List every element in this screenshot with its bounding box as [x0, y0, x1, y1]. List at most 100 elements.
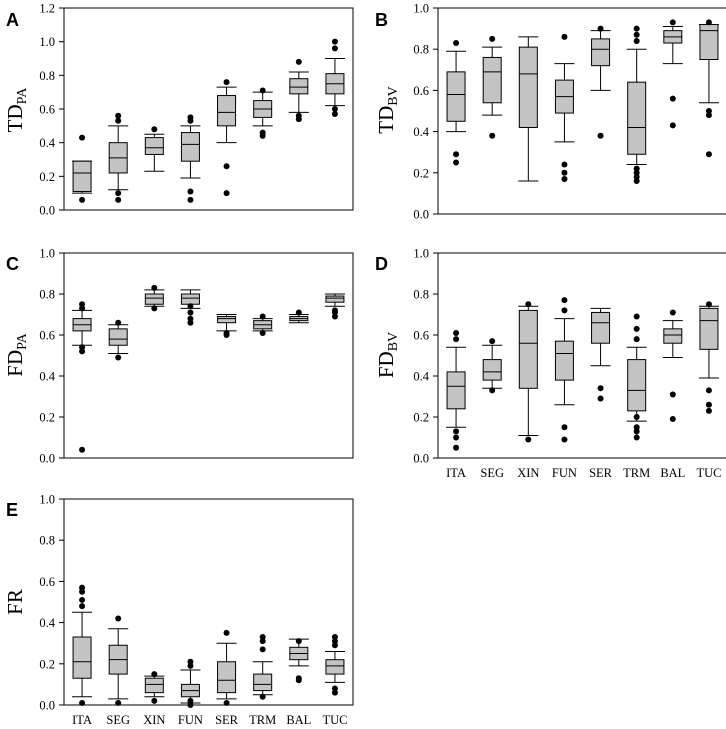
- outlier-point: [633, 178, 640, 185]
- outlier-point: [331, 38, 338, 45]
- box-fun: [554, 33, 575, 182]
- outlier-point: [115, 190, 122, 197]
- outlier-point: [259, 313, 266, 320]
- outlier-point: [597, 385, 604, 392]
- box-ita: [72, 584, 93, 706]
- outlier-point: [115, 117, 122, 124]
- y-axis-label: FR: [3, 589, 27, 615]
- panel-letter: B: [375, 10, 388, 30]
- outlier-point: [223, 163, 230, 170]
- box-tuc: [698, 19, 719, 158]
- outlier-point: [525, 301, 532, 308]
- outlier-point: [331, 689, 338, 696]
- outlier-point: [187, 114, 194, 121]
- outlier-point: [79, 305, 86, 312]
- outlier-point: [561, 33, 568, 40]
- iqr-box: [699, 23, 719, 60]
- outlier-point: [187, 303, 194, 310]
- y-axis-label: FDPA: [3, 332, 30, 376]
- outlier-point: [187, 196, 194, 203]
- outlier-point: [705, 401, 712, 408]
- panel-A: A TDPA 0.0 0.2 0.4 0.6 0.8 1.0 1.2: [3, 2, 354, 218]
- iqr-box: [144, 137, 164, 155]
- outlier-point: [79, 344, 86, 351]
- outlier-point: [79, 584, 86, 591]
- y-tick-label: 0.4: [39, 136, 55, 150]
- outlier-point: [633, 336, 640, 343]
- outlier-point: [331, 106, 338, 112]
- x-tick-label: SER: [589, 466, 613, 480]
- panel-letter: E: [6, 500, 18, 520]
- outlier-point: [633, 434, 640, 441]
- y-tick-label: 0.8: [413, 288, 429, 302]
- y-tick-label: 0.8: [39, 534, 55, 548]
- box-ser: [216, 314, 237, 338]
- box-trm: [252, 634, 273, 700]
- outlier-point: [453, 40, 460, 47]
- panel-E: E FR 0.0 0.2 0.4 0.6 0.8 1.0 ITA SEG XIN FUN SER TRM B…: [3, 493, 354, 727]
- iqr-box: [699, 307, 719, 350]
- outlier-point: [79, 134, 86, 141]
- iqr-box: [72, 160, 92, 192]
- box-tuc: [324, 293, 345, 320]
- y-tick-label: 0.8: [413, 43, 429, 57]
- outlier-point: [669, 95, 676, 102]
- plot-frame: [63, 7, 354, 211]
- y-tick-label: 0.6: [39, 329, 55, 343]
- iqr-box: [627, 359, 647, 412]
- box-bal: [288, 58, 309, 123]
- y-tick-label: 1.0: [413, 2, 429, 16]
- x-tick-label: SER: [215, 713, 239, 727]
- outlier-point: [489, 338, 496, 345]
- outlier-point: [79, 603, 86, 610]
- box-bal: [288, 309, 309, 324]
- outlier-point: [561, 424, 568, 431]
- x-tick-label: XIN: [517, 466, 539, 480]
- outlier-point: [187, 658, 194, 665]
- outlier-point: [669, 19, 676, 26]
- outlier-point: [79, 446, 86, 453]
- iqr-box: [217, 316, 237, 324]
- outlier-point: [151, 671, 158, 678]
- outlier-point: [331, 313, 338, 320]
- iqr-box: [217, 95, 237, 127]
- box-ser: [590, 307, 611, 402]
- outlier-point: [259, 638, 266, 645]
- box-tuc: [324, 634, 345, 696]
- y-tick-label: 0.6: [413, 329, 429, 343]
- outlier-point: [151, 305, 158, 312]
- x-tick-label: TRM: [249, 713, 276, 727]
- outlier-point: [453, 434, 460, 441]
- iqr-box: [289, 78, 309, 95]
- panel-B: B TDBV 0.0 0.2 0.4 0.6 0.8 1.0: [374, 2, 726, 222]
- outlier-point: [79, 596, 86, 603]
- outlier-point: [79, 348, 86, 355]
- y-axis-label-main: TD: [3, 104, 27, 132]
- y-tick-label: 0.2: [39, 411, 55, 425]
- box-ita: [446, 329, 467, 451]
- iqr-box: [627, 81, 647, 155]
- iqr-box: [108, 328, 128, 346]
- outlier-point: [633, 25, 640, 32]
- x-tick-label: ITA: [72, 713, 92, 727]
- outlier-point: [259, 693, 266, 700]
- outlier-point: [453, 151, 460, 158]
- y-tick-label: 0.0: [413, 208, 429, 222]
- box-seg: [108, 112, 129, 203]
- outlier-point: [223, 329, 230, 336]
- outlier-point: [79, 196, 86, 203]
- outlier-point: [633, 313, 640, 320]
- outlier-point: [561, 175, 568, 182]
- outlier-point: [151, 284, 158, 291]
- box-seg: [482, 338, 503, 394]
- outlier-point: [115, 196, 122, 203]
- iqr-box: [217, 661, 237, 694]
- outlier-point: [633, 428, 640, 435]
- y-tick-label: 0.4: [39, 616, 55, 630]
- x-tick-label: TUC: [696, 466, 721, 480]
- outlier-point: [453, 444, 460, 451]
- outlier-point: [489, 35, 496, 42]
- outlier-point: [259, 634, 266, 641]
- iqr-box: [446, 371, 466, 410]
- outlier-point: [295, 638, 302, 645]
